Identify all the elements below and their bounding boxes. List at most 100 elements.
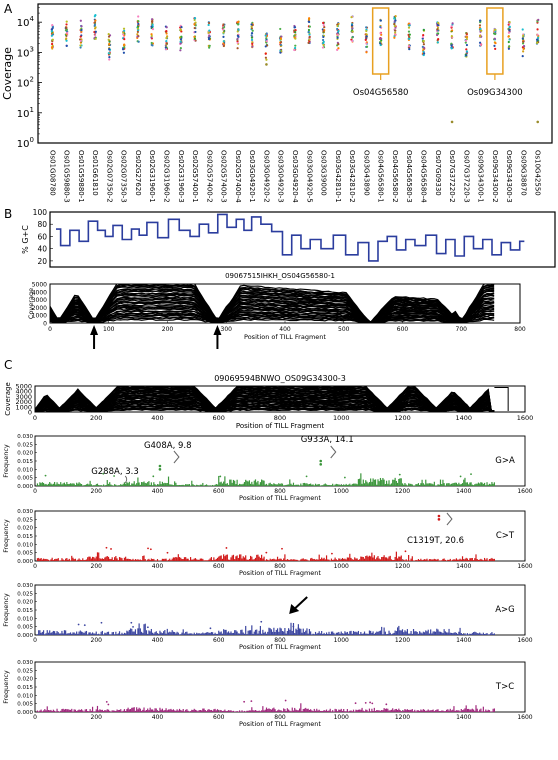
category-tick-label: Os02G31960-1: [148, 150, 156, 203]
coverage-point: [121, 48, 125, 51]
category-tick-label: Os02G07350-3: [120, 150, 128, 203]
coverage-point: [179, 49, 182, 52]
gc-y-tick-label: 80: [37, 220, 47, 229]
frequency-point: [459, 475, 462, 478]
coverage-trace: [35, 406, 495, 412]
coverage-trace: [50, 284, 493, 323]
coverage-point: [236, 30, 239, 33]
category-tick-label: Os03G04920-5: [305, 150, 313, 203]
category-tick-label: Os10G42550: [534, 150, 542, 196]
coverage-point: [50, 46, 54, 49]
category-tick-label: Os04G56580-4: [420, 150, 428, 203]
coverage-trace: [50, 289, 495, 323]
coverage-point: [521, 28, 524, 31]
coverage-point: [450, 25, 453, 28]
category-tick-label: Os09G38870: [519, 150, 527, 196]
coverage-os04-x-tick-label: 100: [103, 326, 115, 333]
frequency-point: [281, 547, 283, 550]
frequency-y-tick-label: 0.005: [17, 551, 33, 557]
coverage-point: [207, 21, 211, 25]
y-tick-label: 100: [17, 136, 34, 150]
coverage-point: [394, 31, 397, 34]
frequency-point: [113, 475, 115, 477]
coverage-point: [179, 38, 183, 41]
frequency-point: [110, 548, 112, 550]
coverage-os09-y-tick-label: 3000: [15, 393, 32, 401]
outlier-point: [450, 120, 454, 124]
frequency-x-tick-label: 0: [33, 637, 37, 644]
coverage-point: [465, 48, 468, 51]
coverage-point: [251, 42, 254, 45]
frequency-y-tick-label: 0.000: [17, 710, 33, 716]
coverage-os09-x-tick-label: 1200: [394, 414, 411, 422]
frequency-x-tick-label: 600: [213, 714, 225, 721]
coverage-point: [422, 34, 425, 37]
coverage-point: [222, 23, 225, 26]
coverage-point: [179, 40, 182, 43]
coverage-os09-y-tick-label: 1000: [15, 403, 32, 411]
frequency-y-axis-label: Frequency: [2, 519, 10, 553]
category-tick-label: Os04G56580-3: [405, 150, 413, 203]
frequency-y-tick-label: 0.020: [17, 451, 33, 457]
frequency-point: [369, 701, 371, 704]
category-tick-label: Os07G37220-2: [448, 150, 456, 203]
coverage-point: [151, 20, 154, 23]
frequency-x-tick-label: 400: [152, 488, 164, 495]
coverage-point: [237, 28, 240, 31]
frequency-point: [83, 624, 86, 627]
coverage-os09-x-tick-label: 400: [151, 414, 163, 422]
frequency-x-tick-label: 400: [152, 637, 164, 644]
coverage-point: [393, 22, 396, 26]
coverage-point: [51, 38, 54, 41]
category-tick-label: Os04G56580-1: [377, 150, 385, 203]
category-tick-label: Os02G27620: [134, 150, 142, 196]
frequency-y-tick-label: 0.015: [17, 685, 33, 691]
frequency-x-axis-label: Position of TILL Fragment: [239, 643, 321, 651]
coverage-point: [108, 56, 111, 59]
frequency-point: [265, 551, 268, 554]
frequency-point: [371, 702, 374, 705]
coverage-point: [65, 27, 68, 30]
coverage-point: [450, 44, 453, 47]
frequency-y-tick-label: 0.005: [17, 625, 33, 631]
coverage-point: [422, 40, 425, 43]
frequency-x-tick-label: 200: [91, 563, 103, 570]
coverage-trace: [50, 288, 495, 323]
coverage-point: [93, 34, 97, 37]
coverage-point: [423, 46, 426, 49]
coverage-point: [479, 43, 482, 46]
coverage-os09-x-tick-label: 800: [274, 414, 286, 422]
frequency-x-tick-label: 0: [33, 488, 37, 495]
category-tick-label: Os03G04920-3: [277, 150, 285, 203]
frequency-point: [243, 700, 246, 703]
coverage-point: [79, 39, 82, 42]
coverage-point: [365, 51, 368, 54]
frequency-point: [105, 700, 108, 703]
coverage-point: [279, 27, 282, 31]
coverage-os04-x-tick-label: 500: [338, 326, 350, 333]
frequency-point: [470, 473, 472, 476]
coverage-os09-x-tick-label: 1000: [333, 414, 350, 422]
category-tick-label: Os03G43890: [362, 150, 370, 196]
coverage-point: [51, 24, 54, 27]
coverage-os09-x-tick-label: 200: [90, 414, 102, 422]
coverage-point: [264, 52, 267, 55]
coverage-point: [408, 37, 411, 40]
coverage-point: [437, 21, 440, 24]
frequency-x-tick-label: 600: [213, 563, 225, 570]
coverage-os04-y-tick-label: 4000: [32, 289, 47, 296]
coverage-point: [151, 23, 154, 26]
coverage-point: [79, 35, 82, 38]
coverage-point: [308, 25, 311, 28]
coverage-point: [451, 29, 454, 32]
frequency-x-tick-label: 1000: [334, 488, 349, 495]
coverage-point: [393, 17, 396, 20]
y-tick-label: 104: [17, 15, 35, 29]
coverage-point: [179, 47, 182, 50]
category-tick-label: Os02G57400-2: [205, 150, 213, 203]
coverage-os09-y-tick-label: 2000: [15, 398, 32, 406]
frequency-y-tick-label: 0.010: [17, 616, 33, 622]
coverage-point: [394, 19, 397, 22]
coverage-os04-x-tick-label: 800: [514, 326, 526, 333]
